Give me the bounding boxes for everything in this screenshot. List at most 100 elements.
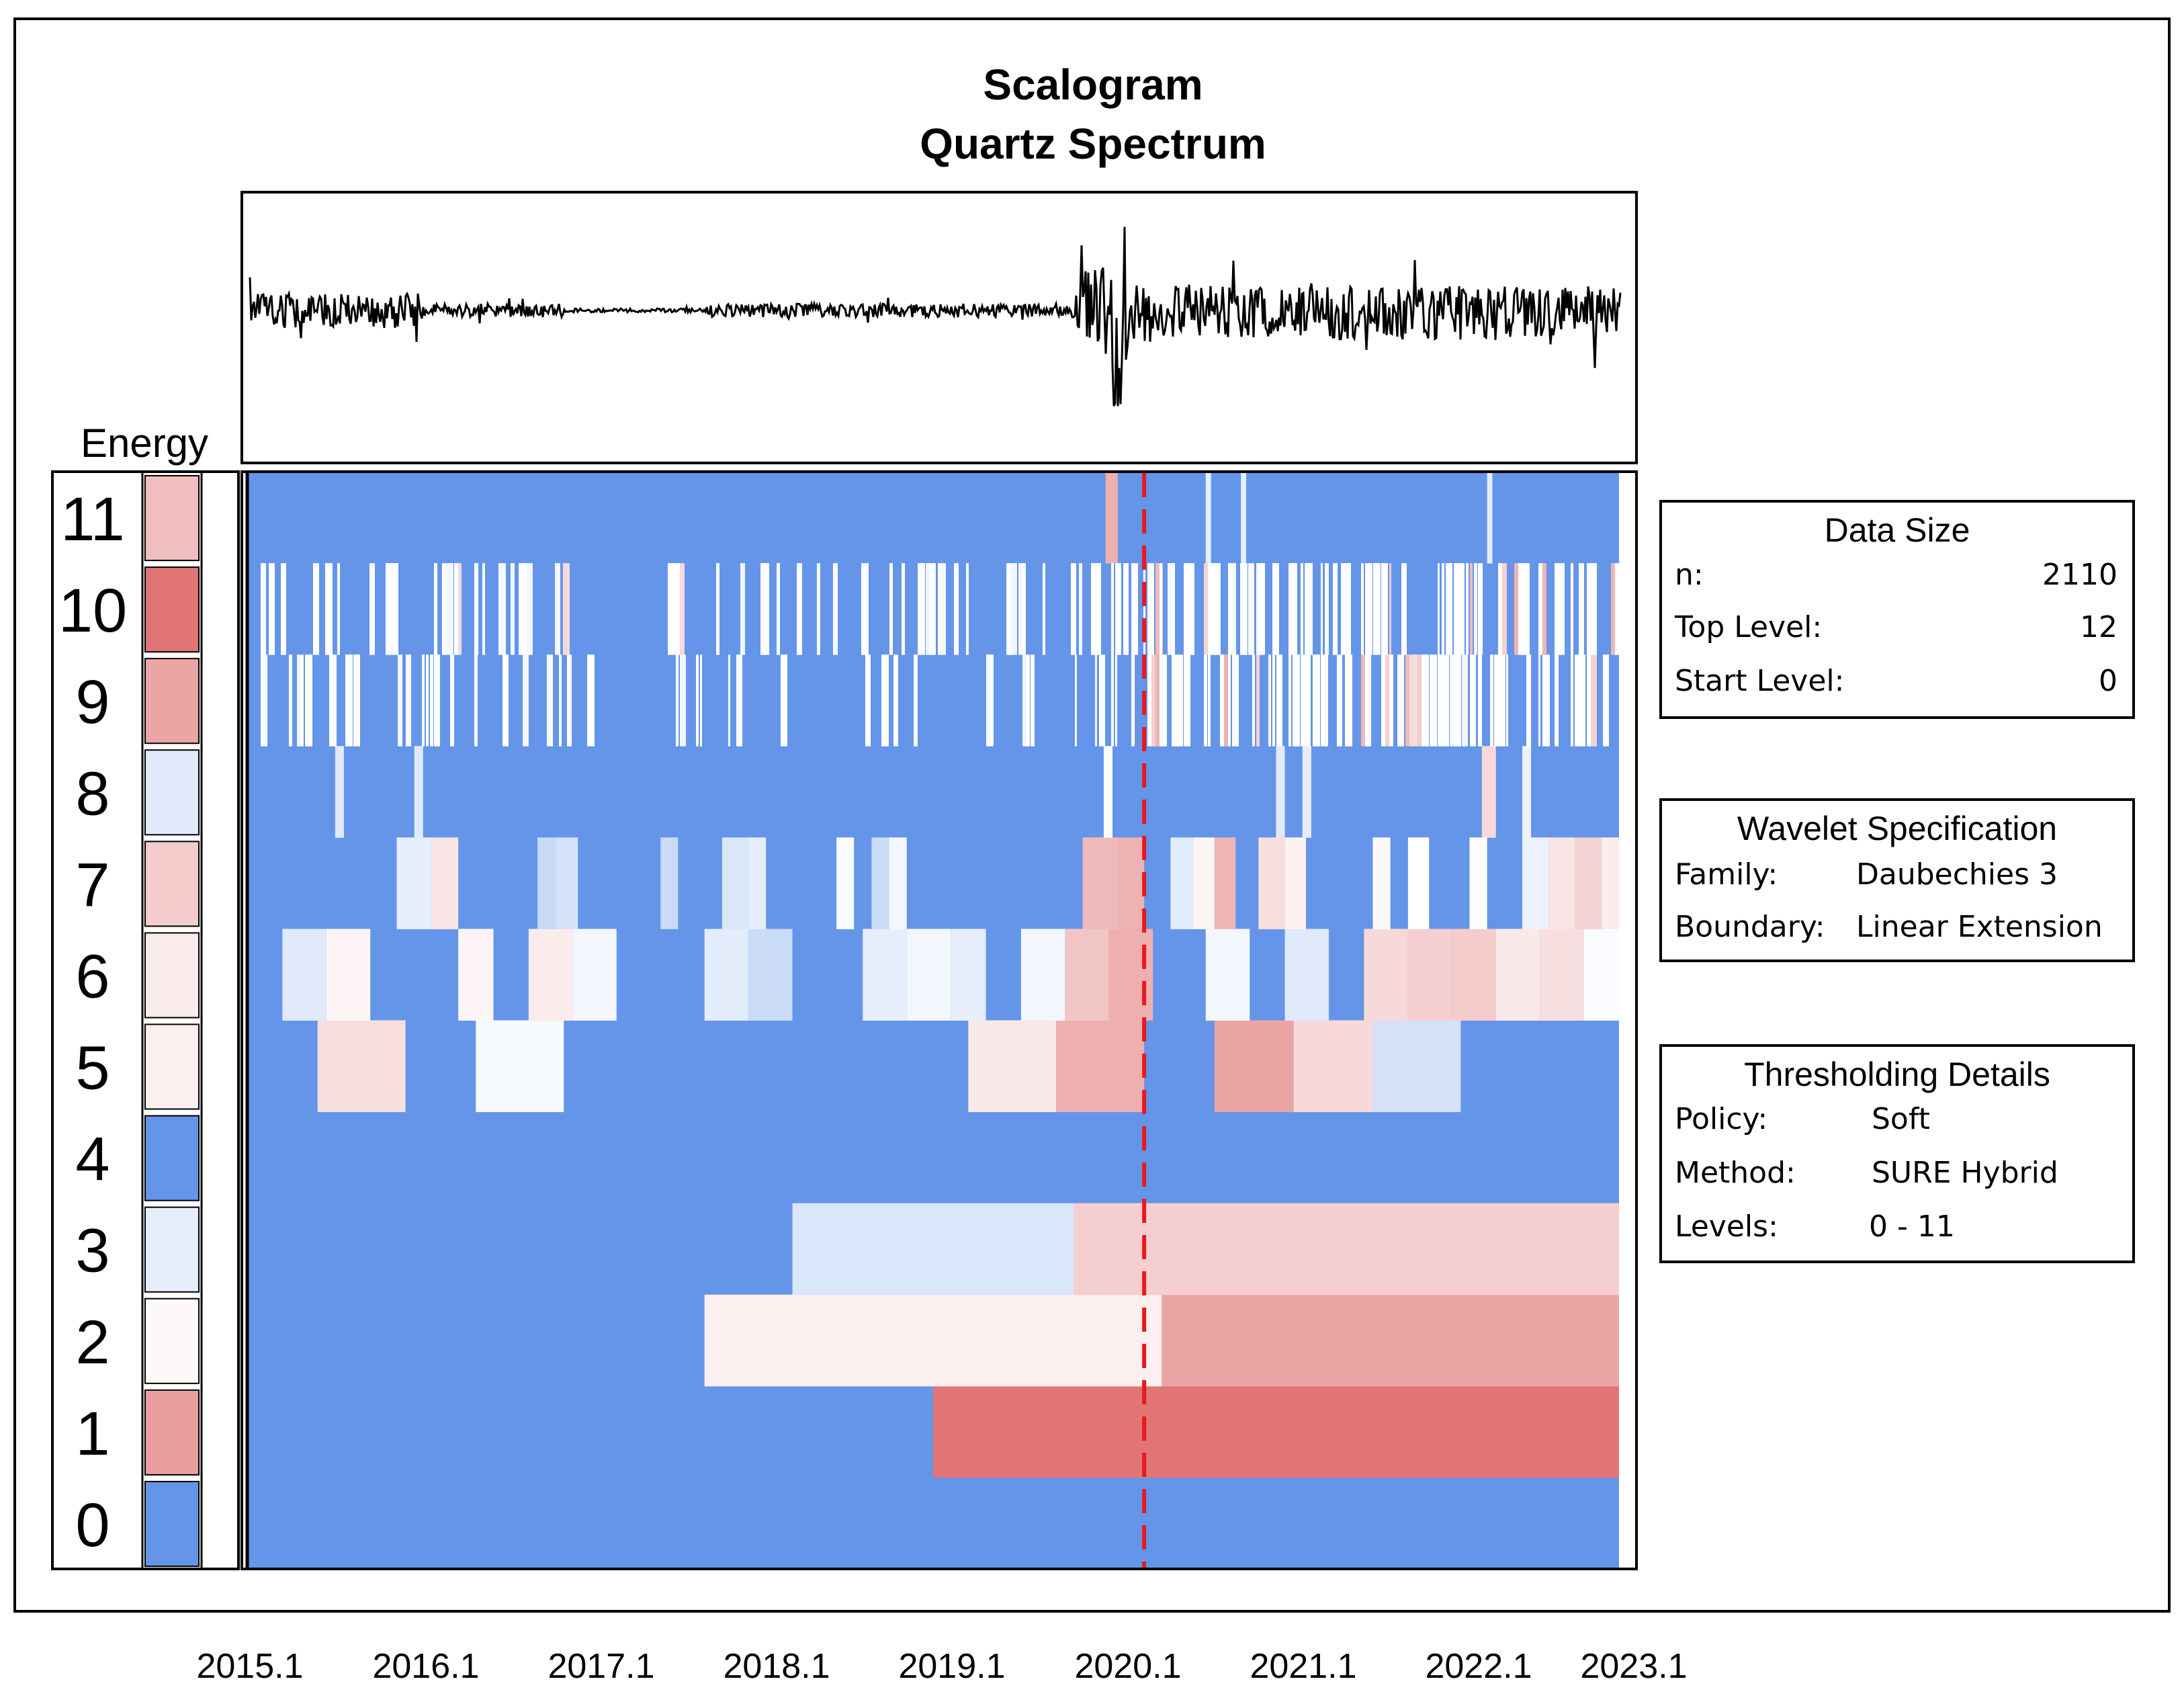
thresholding-policy-label: Policy: <box>1675 1102 1767 1136</box>
scalogram-fine-cell <box>1172 654 1176 747</box>
scalogram-fine-cell <box>1438 563 1440 655</box>
wavelet-family-value: Daubechies 3 <box>1856 857 2058 892</box>
scalogram-fine-cell <box>1111 654 1114 747</box>
scalogram-cell <box>1522 746 1532 838</box>
scalogram-fine-cell <box>1091 563 1098 655</box>
scalogram-fine-cell <box>1010 563 1017 655</box>
scalogram-fine-cell <box>1442 563 1444 655</box>
scalogram-fine-cell <box>1160 563 1162 655</box>
scalogram-fine-cell <box>1361 654 1366 747</box>
scalogram-fine-cell <box>1526 563 1528 655</box>
scalogram-fine-cell <box>736 654 742 747</box>
scalogram-fine-cell <box>1401 654 1404 747</box>
scalogram-fine-cell <box>1446 563 1452 655</box>
energy-cell-1 <box>144 1389 200 1476</box>
scalogram-fine-cell <box>1220 654 1225 747</box>
scalogram-fine-cell <box>1293 654 1300 747</box>
scalogram-cell <box>555 837 578 929</box>
scalogram-fine-cell <box>281 563 286 655</box>
scalogram-fine-cell <box>672 563 679 655</box>
scalogram-fine-cell <box>1603 654 1609 747</box>
scalogram-fine-cell <box>289 654 292 747</box>
scalogram-fine-cell <box>1563 563 1565 655</box>
scalogram-fine-cell <box>1228 563 1234 655</box>
scalogram-cell <box>335 746 344 838</box>
data-size-start-level-label: Start Level: <box>1675 664 1844 698</box>
level-label-10: 10 <box>58 577 127 645</box>
energy-cell-6 <box>144 932 200 1019</box>
scalogram-fine-cell <box>1526 654 1531 747</box>
x-tick-label: 2021.1 <box>1250 1647 1356 1686</box>
scalogram-fine-cell <box>426 654 429 747</box>
x-tick-label: 2016.1 <box>372 1647 479 1686</box>
scalogram-cell <box>748 837 767 929</box>
scalogram-fine-cell <box>680 563 685 655</box>
scalogram-fine-cell <box>777 563 780 655</box>
scalogram-cell <box>704 1294 1162 1387</box>
scalogram-fine-cell <box>434 563 437 655</box>
scalogram-cell <box>528 929 573 1021</box>
scalogram-fine-cell <box>1555 654 1559 747</box>
scalogram-fine-cell <box>511 563 515 655</box>
scalogram-fine-cell <box>1031 654 1035 747</box>
scalogram-fine-cell <box>1579 654 1585 747</box>
scalogram-fine-cell <box>740 563 745 655</box>
scalogram-fine-cell <box>1458 563 1465 655</box>
energy-label: Energy <box>81 421 208 466</box>
scalogram-cell <box>1193 837 1215 929</box>
data-size-box: Data Size n: 2110 Top Level: 12 Start Le… <box>1659 500 2135 719</box>
scalogram-cell <box>1108 929 1153 1021</box>
scalogram-fine-cell <box>1240 563 1248 655</box>
scalogram-fine-cell <box>1176 654 1183 747</box>
scalogram-fine-cell <box>1470 563 1473 655</box>
scalogram-fine-cell <box>369 563 375 655</box>
scalogram-fine-cell <box>865 654 871 747</box>
scalogram-fine-cell <box>700 654 702 747</box>
scalogram-fine-cell <box>1583 654 1585 747</box>
time-series-line <box>249 226 1622 407</box>
scalogram-fine-cell <box>523 654 529 747</box>
scalogram-cell <box>476 1020 564 1113</box>
x-tick-label: 2019.1 <box>898 1647 1005 1686</box>
scalogram-cell <box>748 929 793 1021</box>
scalogram-fine-cell <box>503 654 507 747</box>
scalogram-fine-cell <box>918 563 925 655</box>
scalogram-fine-cell <box>1615 563 1620 655</box>
scalogram-cell <box>1117 837 1145 929</box>
scalogram-fine-cell <box>1430 654 1437 747</box>
data-size-start-level-value: 0 <box>2099 664 2117 698</box>
scalogram-fine-cell <box>357 654 360 747</box>
scalogram-fine-cell <box>1361 563 1364 655</box>
scalogram-cell <box>951 929 986 1021</box>
scalogram-fine-cell <box>1256 563 1262 655</box>
scalogram-fine-cell <box>1458 654 1461 747</box>
scalogram-cell <box>1214 1020 1294 1113</box>
wavelet-boundary-value: Linear Extension <box>1856 910 2103 944</box>
scalogram-fine-cell <box>1498 563 1503 655</box>
scalogram-fine-cell <box>1208 654 1211 747</box>
scalogram-cell <box>792 1203 1074 1295</box>
scalogram-fine-cell <box>1252 563 1254 655</box>
scalogram-fine-cell <box>966 563 969 655</box>
scalogram-cell <box>326 929 371 1021</box>
scalogram-cell <box>1481 746 1496 838</box>
scalogram-fine-cell <box>716 563 719 655</box>
level-label-2: 2 <box>75 1308 110 1377</box>
scalogram-cell <box>414 746 423 838</box>
scalogram-fine-cell <box>881 654 889 747</box>
scalogram-fine-cell <box>1555 563 1561 655</box>
scalogram-fine-cell <box>1151 654 1159 747</box>
scalogram-fine-cell <box>1321 654 1328 747</box>
scalogram-cell <box>933 1386 1619 1478</box>
scalogram-cell <box>572 929 617 1021</box>
scalogram-cell <box>1495 929 1540 1021</box>
scalogram-fine-cell <box>817 563 820 655</box>
scalogram-fine-cell <box>398 654 402 747</box>
scalogram-cell <box>537 837 556 929</box>
scalogram-fine-cell <box>1071 563 1076 655</box>
scalogram-fine-cell <box>345 654 353 747</box>
scalogram-fine-cell <box>1333 563 1338 655</box>
scalogram-fine-cell <box>1405 654 1409 747</box>
scalogram-cell <box>431 837 459 929</box>
level-label-4: 4 <box>75 1125 110 1194</box>
